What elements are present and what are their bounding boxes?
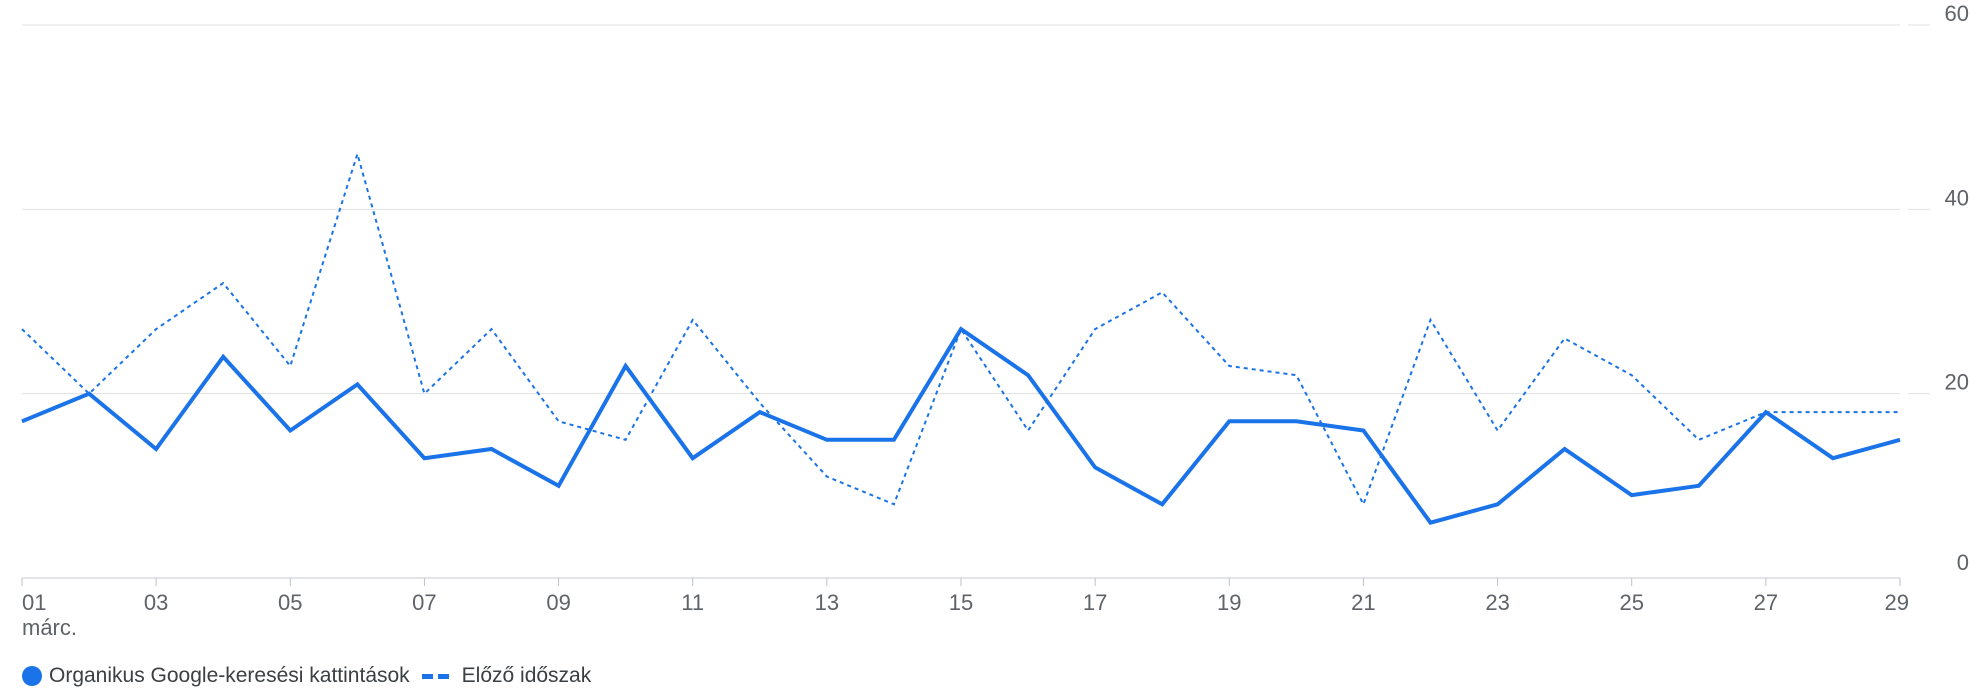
x-tick-label: 29 [1885, 590, 1909, 615]
x-month-label: márc. [22, 615, 77, 640]
y-tick-label: 0 [1957, 550, 1969, 575]
chart-legend: Organikus Google-keresési kattintások El… [22, 664, 591, 688]
x-tick-label: 01 [22, 590, 46, 615]
y-tick-label: 60 [1945, 1, 1969, 26]
x-tick-label: 07 [412, 590, 436, 615]
legend-swatch-previous-period [421, 673, 454, 679]
legend-label-organic-clicks: Organikus Google-keresési kattintások [49, 664, 410, 687]
x-tick-label: 27 [1754, 590, 1778, 615]
y-tick-label: 40 [1945, 185, 1969, 210]
x-axis [21, 577, 1901, 586]
y-axis-ticks: 0 20 40 60 [1945, 1, 1969, 575]
x-tick-label: 03 [144, 590, 168, 615]
gridlines [22, 24, 1930, 395]
x-tick-label: 23 [1485, 590, 1509, 615]
x-tick-label: 13 [815, 590, 839, 615]
x-tick-label: 17 [1083, 590, 1107, 615]
x-tick-label: 09 [546, 590, 570, 615]
series-lines [21, 150, 1901, 525]
x-tick-label: 15 [949, 590, 973, 615]
x-tick-label: 21 [1351, 590, 1375, 615]
x-tick-label: 05 [278, 590, 302, 615]
x-tick-label: 19 [1217, 590, 1241, 615]
x-tick-label: 11 [681, 590, 704, 615]
legend-swatch-organic-clicks [22, 666, 42, 686]
line-chart: 0 20 40 60 márc. 01 03 05 07 09 11 13 15 17 19 21 23 25… [21, 1, 1969, 640]
y-tick-label: 20 [1945, 370, 1969, 395]
x-tick-label: 25 [1619, 590, 1643, 615]
series-line-organic-clicks [21, 326, 1901, 525]
legend-label-previous-period: Előző időszak [461, 664, 592, 687]
series-line-previous-period [21, 150, 1900, 507]
x-axis-ticks: márc. 01 03 05 07 09 11 13 15 17 19 21 23 25 27 29 [22, 590, 1909, 640]
